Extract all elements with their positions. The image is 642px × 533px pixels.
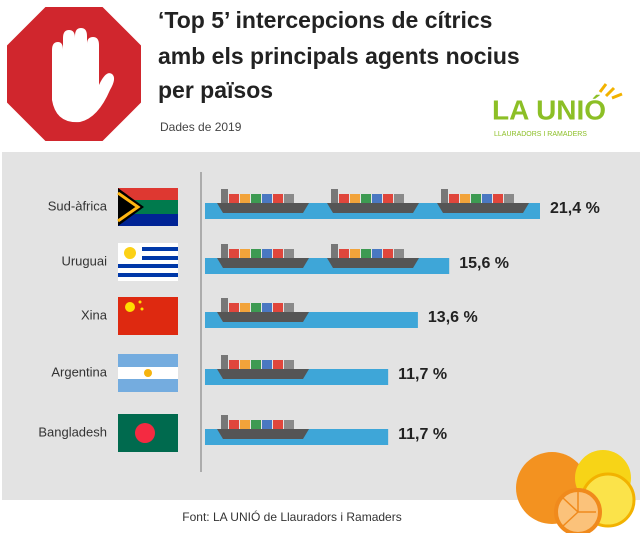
container <box>273 303 283 312</box>
ship-bridge <box>441 189 448 203</box>
container <box>471 194 481 203</box>
flag-south-africa <box>118 188 178 226</box>
container <box>273 420 283 429</box>
container <box>229 360 239 369</box>
category-label: Bangladesh <box>38 424 107 439</box>
ship-hull <box>437 203 529 213</box>
container <box>394 249 404 258</box>
container <box>229 303 239 312</box>
container <box>240 303 250 312</box>
container <box>284 360 294 369</box>
ship-hull <box>217 258 309 268</box>
container <box>251 303 261 312</box>
container <box>273 360 283 369</box>
container <box>284 420 294 429</box>
ship-hull <box>217 369 309 379</box>
category-label: Argentina <box>51 364 107 379</box>
value-label: 21,4 % <box>550 200 600 217</box>
container <box>504 194 514 203</box>
ship-hull <box>327 258 419 268</box>
container <box>262 194 272 203</box>
container <box>482 194 492 203</box>
logo: LA UNIÓ <box>492 94 606 125</box>
flag-argentina <box>118 354 178 392</box>
container <box>273 194 283 203</box>
ship-hull <box>327 203 419 213</box>
container <box>350 194 360 203</box>
container <box>251 360 261 369</box>
title-line: per països <box>158 77 273 103</box>
container <box>229 420 239 429</box>
ship-bridge <box>221 189 228 203</box>
container <box>339 249 349 258</box>
oranges <box>516 450 634 533</box>
flag-china <box>118 297 178 335</box>
container <box>284 194 294 203</box>
title-line: amb els principals agents nocius <box>158 43 520 69</box>
container <box>394 194 404 203</box>
subtitle: Dades de 2019 <box>160 120 242 134</box>
title-line: ‘Top 5’ intercepcions de cítrics <box>158 7 492 33</box>
container <box>251 420 261 429</box>
flag-uruguay <box>118 243 178 281</box>
container <box>460 194 470 203</box>
ship-bridge <box>221 415 228 429</box>
container <box>372 249 382 258</box>
ship-bridge <box>221 298 228 312</box>
infographic: ‘Top 5’ intercepcions de cítrics amb els… <box>0 0 642 533</box>
container <box>284 249 294 258</box>
ship-bridge <box>221 244 228 258</box>
container <box>251 194 261 203</box>
container <box>262 360 272 369</box>
container <box>262 303 272 312</box>
flag-bangladesh <box>118 414 178 452</box>
container <box>229 249 239 258</box>
ship-bridge <box>221 355 228 369</box>
ship-hull <box>217 312 309 322</box>
container <box>240 249 250 258</box>
container <box>262 420 272 429</box>
value-label: 13,6 % <box>428 309 478 326</box>
ship-hull <box>217 429 309 439</box>
container <box>229 194 239 203</box>
container <box>339 194 349 203</box>
ship-bridge <box>331 189 338 203</box>
value-label: 11,7 % <box>398 426 447 443</box>
container <box>262 249 272 258</box>
container <box>284 303 294 312</box>
container <box>361 194 371 203</box>
category-label: Sud-àfrica <box>48 198 108 213</box>
value-label: 11,7 % <box>398 366 447 383</box>
container <box>240 360 250 369</box>
container <box>449 194 459 203</box>
source: Font: LA UNIÓ de Llauradors i Ramaders <box>182 509 401 524</box>
stop-icon <box>6 6 142 142</box>
container <box>383 194 393 203</box>
container <box>273 249 283 258</box>
ship-bridge <box>331 244 338 258</box>
container <box>240 420 250 429</box>
logo-subtitle: LLAURADORS I RAMADERS <box>494 131 587 138</box>
container <box>372 194 382 203</box>
container <box>240 194 250 203</box>
container <box>493 194 503 203</box>
container <box>361 249 371 258</box>
container <box>350 249 360 258</box>
container <box>383 249 393 258</box>
container <box>251 249 261 258</box>
category-label: Xina <box>81 307 108 322</box>
ship-hull <box>217 203 309 213</box>
category-label: Uruguai <box>61 253 107 268</box>
value-label: 15,6 % <box>459 255 509 272</box>
